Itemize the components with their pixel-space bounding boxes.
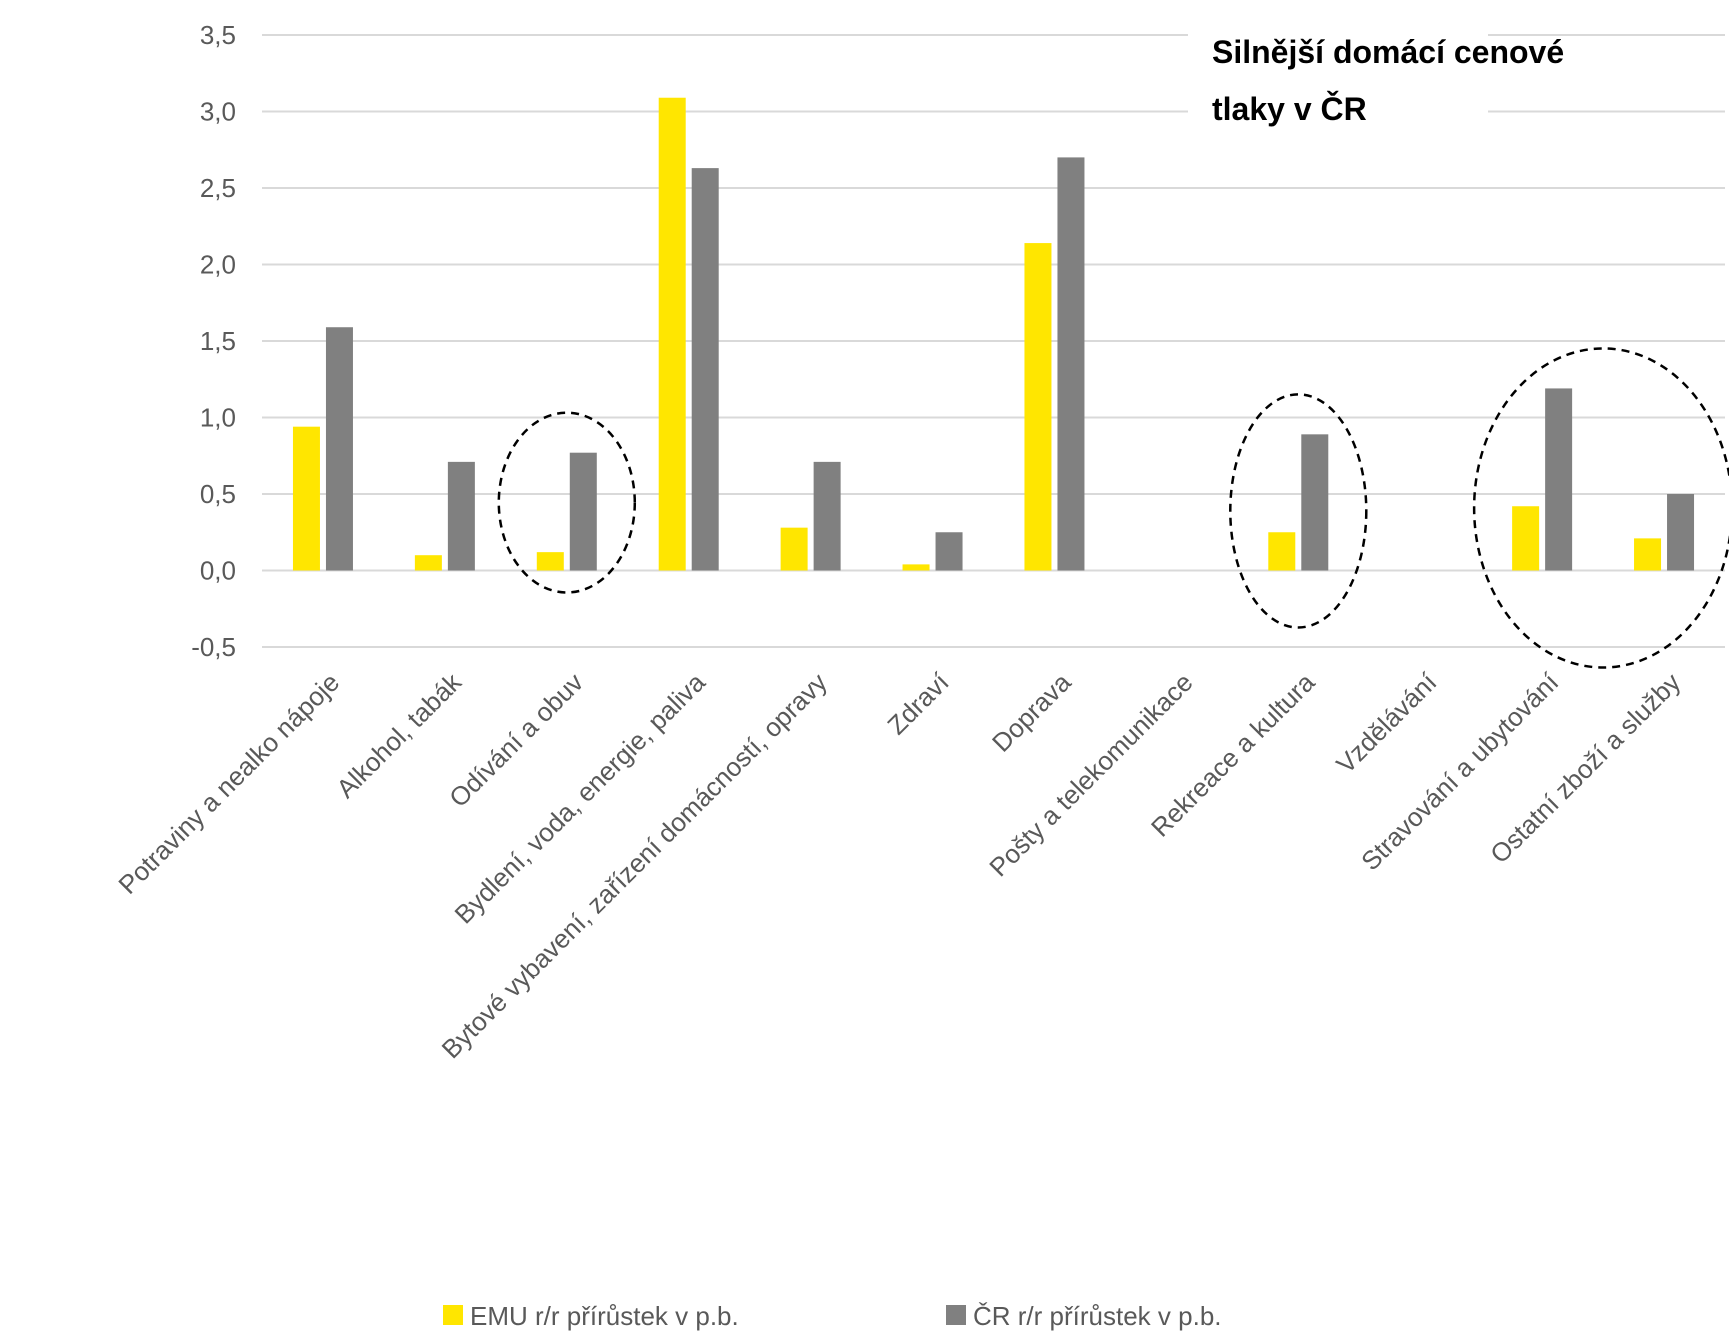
bar-cr [570,453,597,571]
bar-emu [1634,538,1661,570]
legend: EMU r/r přírůstek v p.b. ČR r/r přírůste… [443,1301,1222,1331]
y-tick-label: 3,0 [200,97,236,127]
y-tick-label: -0,5 [191,632,236,662]
highlight-ellipse [1230,394,1366,627]
bar-emu [415,555,442,570]
bar-cr [1667,494,1694,571]
bar-emu [1512,506,1539,570]
annotation-line-2: tlaky v ČR [1212,91,1367,127]
bars [293,98,1694,571]
bar-emu [659,98,686,571]
bar-emu [293,427,320,571]
gridlines [262,35,1725,647]
bar-emu [903,564,930,570]
y-tick-label: 2,5 [200,173,236,203]
category-label: Zdraví [881,666,955,740]
annotation-box: Silnější domácí cenové tlaky v ČR [1188,18,1564,133]
bar-cr [448,462,475,571]
legend-label-cr: ČR r/r přírůstek v p.b. [973,1301,1222,1331]
highlight-ellipse [499,413,635,593]
y-tick-label: 0,0 [200,556,236,586]
bar-emu [1024,243,1051,570]
category-label: Bydlení, voda, energie, paliva [449,667,712,930]
y-axis-tick-labels: -0,5 0,0 0,5 1,0 1,5 2,0 2,5 3,0 3,5 [191,20,236,662]
annotation-line-1: Silnější domácí cenové [1212,34,1564,70]
y-tick-label: 1,5 [200,326,236,356]
bar-cr [326,327,353,570]
bar-cr [1057,157,1084,570]
y-tick-label: 0,5 [200,479,236,509]
bar-cr [936,532,963,570]
category-label: Doprava [986,667,1077,758]
legend-swatch-cr [946,1305,966,1325]
category-label: Stravování a ubytování [1355,666,1565,876]
legend-swatch-emu [443,1305,463,1325]
category-label: Potraviny a nealko nápoje [112,667,345,900]
category-label: Vzdělávání [1330,666,1443,779]
bar-cr [1301,434,1328,570]
category-label: Alkohol, tabák [330,666,467,803]
category-label: Pošty a telekomunikace [983,667,1198,882]
bar-cr [692,168,719,570]
bar-cr [814,462,841,571]
y-tick-label: 2,0 [200,250,236,280]
bar-emu [781,528,808,571]
y-tick-label: 1,0 [200,403,236,433]
bar-cr [1545,388,1572,570]
bar-emu [1268,532,1295,570]
legend-label-emu: EMU r/r přírůstek v p.b. [470,1301,739,1331]
bar-emu [537,552,564,570]
y-tick-label: 3,5 [200,20,236,50]
